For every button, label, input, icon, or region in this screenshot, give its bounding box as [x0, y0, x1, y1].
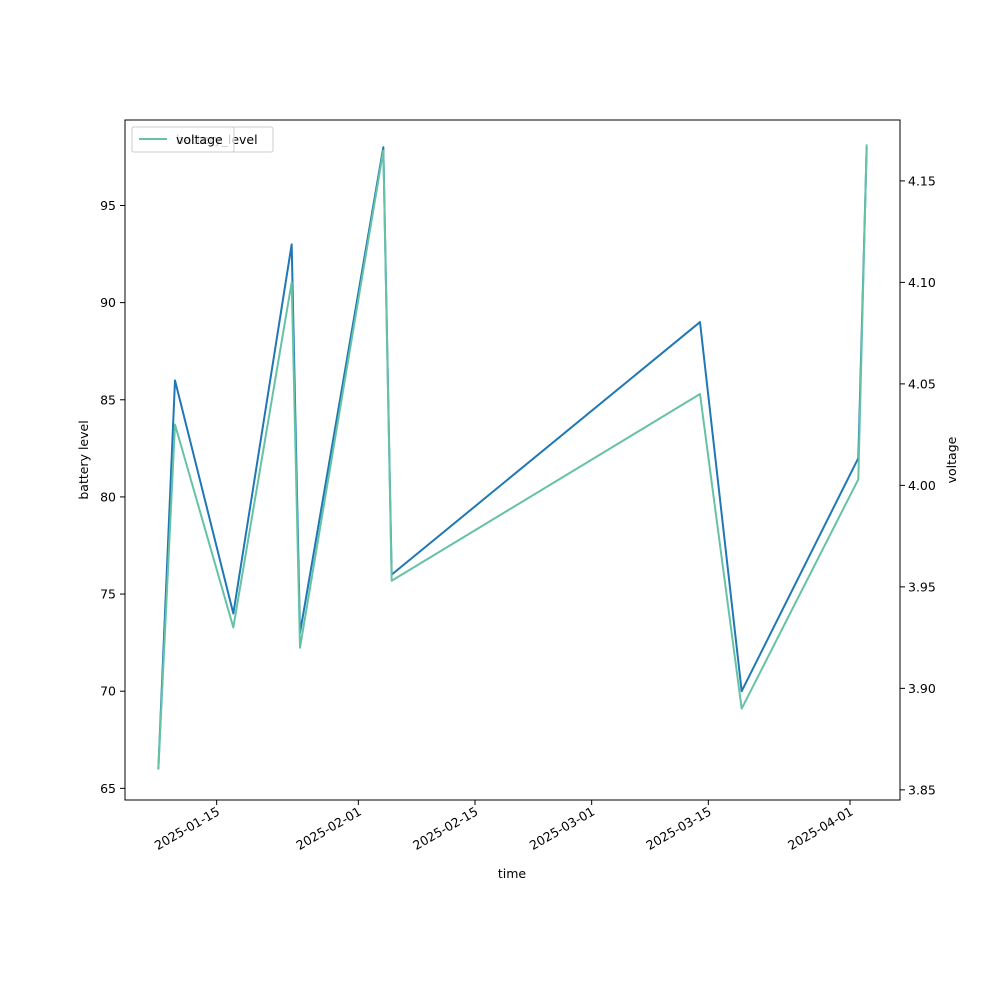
series-line-battery-level: [157, 146, 868, 769]
y-right-tick-label: 3.95: [908, 579, 936, 594]
y-left-tick-label: 70: [100, 684, 116, 699]
y-left-tick-label: 90: [100, 295, 116, 310]
y-left-tick-label: 80: [100, 489, 116, 504]
y-axis-left: 65 70 75 80 85 90 95: [100, 198, 125, 796]
y-left-tick-label: 95: [100, 198, 116, 213]
y-right-tick-label: 4.15: [908, 173, 936, 188]
x-axis-label: time: [498, 866, 527, 881]
series-line-voltage: [157, 144, 868, 770]
y-right-tick-label: 3.85: [908, 782, 936, 797]
y-left-tick-label: 65: [100, 781, 116, 796]
y-right-tick-label: 4.05: [908, 376, 936, 391]
y-axis-left-label: battery level: [76, 420, 91, 499]
legend-voltage-label: voltage: [176, 132, 223, 147]
y-right-tick-label: 3.90: [908, 681, 936, 696]
y-axis-right: 3.85 3.90 3.95 4.00 4.05 4.10 4.15: [900, 173, 936, 797]
y-axis-right-label: voltage: [944, 436, 959, 483]
series-layer: [157, 144, 868, 770]
legend-voltage: voltage: [131, 126, 235, 153]
y-left-tick-label: 75: [100, 587, 116, 602]
y-left-tick-label: 85: [100, 392, 116, 407]
y-right-tick-label: 4.00: [908, 478, 936, 493]
legend-voltage-box: [131, 126, 235, 153]
plot-frame: [124, 119, 901, 801]
y-right-tick-label: 4.10: [908, 275, 936, 290]
